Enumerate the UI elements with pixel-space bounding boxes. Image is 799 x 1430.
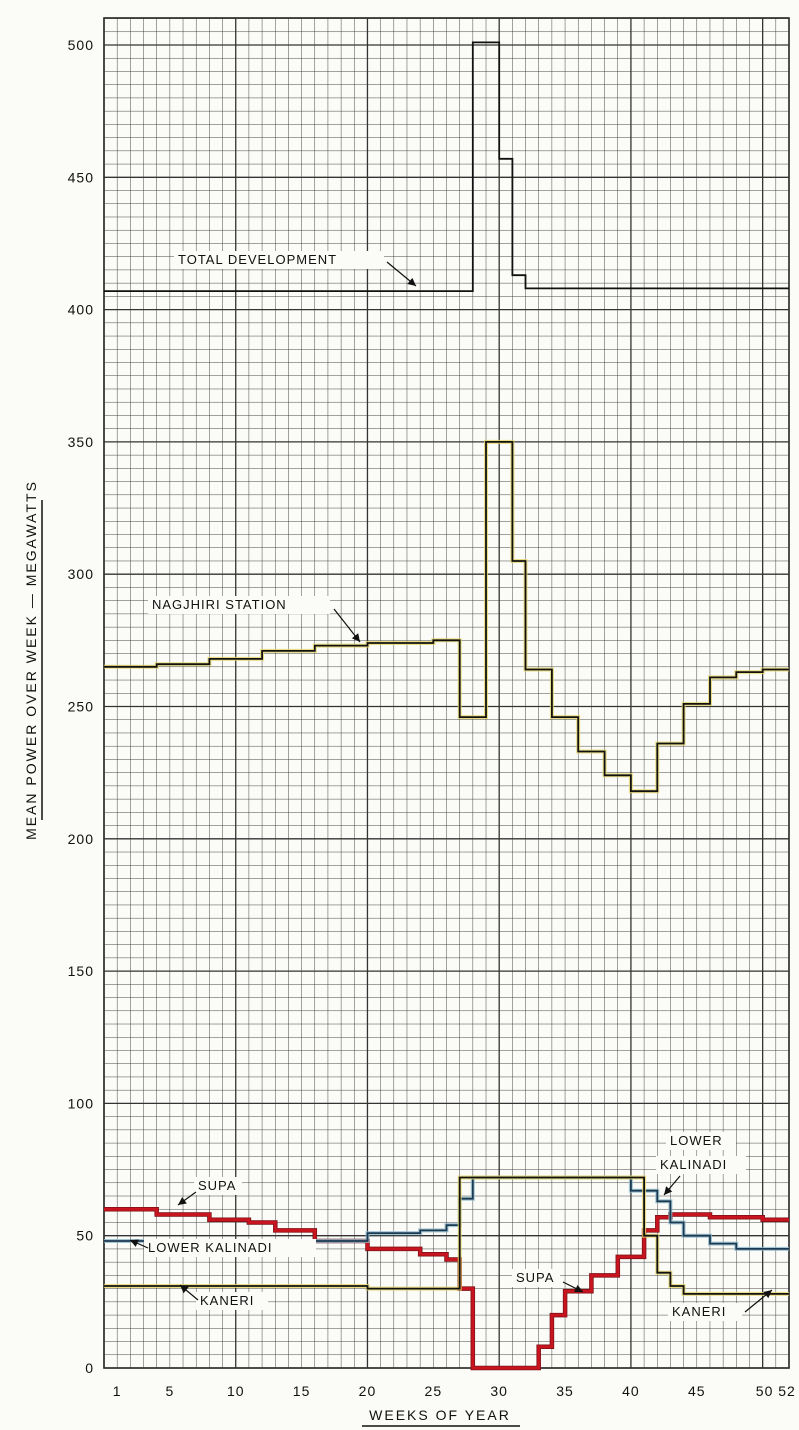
y-tick-label: 0 [85,1360,94,1376]
x-tick-label: 50 52 [756,1383,796,1399]
y-tick-label: 50 [76,1228,94,1244]
annotation-arrowhead [664,1186,673,1195]
annotation-bg [196,1292,268,1310]
annotation-label: NAGJHIRI STATION [152,597,287,612]
y-tick-label: 450 [68,169,94,185]
series-line-lower-kalinadi [104,1176,789,1250]
annotation-label: TOTAL DEVELOPMENT [178,252,337,267]
x-tick-label: 35 [556,1383,574,1399]
annotation-arrowhead [574,1284,583,1292]
y-tick-label: 200 [68,831,94,847]
annotation-bg [174,251,384,269]
annotation-bg [668,1303,742,1321]
annotation-label: SUPA [198,1178,236,1193]
annotation-bg [144,1239,316,1257]
annotation-arrowhead [180,1285,189,1294]
annotation-label: KANERI [200,1293,254,1308]
x-tick-label: 1 [113,1383,122,1399]
x-axis-title: WEEKS OF YEAR [369,1407,511,1423]
x-tick-label: 20 [359,1383,377,1399]
annotation-arrowhead [407,277,416,286]
y-tick-label: 150 [68,963,94,979]
series-line-total-development [104,41,789,292]
annotation-arrowhead [130,1239,139,1247]
grid [103,17,790,1369]
annotation-bg [148,596,330,614]
y-tick-label: 250 [68,699,94,715]
x-tick-label: 15 [293,1383,311,1399]
x-tick-label: 45 [688,1383,706,1399]
annotation-label: LOWER KALINADI [148,1240,273,1255]
annotations: TOTAL DEVELOPMENT NAGJHIRI STATION SUPA LOW… [129,251,773,1321]
x-tick-label: 10 [227,1383,245,1399]
annotation-label: SUPA [516,1270,554,1285]
series-line-supa [104,1207,789,1370]
y-tick-label: 350 [68,434,94,450]
annotation-arrowhead [763,1290,772,1299]
annotation-bg [194,1177,242,1195]
annotation-label: KALINADI [660,1157,727,1172]
y-tick-label: 100 [68,1095,94,1111]
x-tick-label: 40 [622,1383,640,1399]
y-tick-label: 500 [68,37,94,53]
y-tick-label: 400 [68,302,94,318]
x-tick-label: 30 [490,1383,508,1399]
series-lines [104,41,789,1371]
annotation-arrowhead [351,633,360,642]
series-line-kaneri [104,1176,789,1295]
y-axis-title: MEAN POWER OVER WEEK — MEGAWATTS [23,480,39,840]
annotation-bg [666,1132,736,1150]
series-line-nagjhiri-station [104,441,789,793]
annotation-label: LOWER [670,1133,723,1148]
y-tick-label: 300 [68,566,94,582]
annotation-label: KANERI [672,1304,726,1319]
annotation-bg [512,1269,560,1287]
annotation-bg [656,1156,746,1174]
annotation-arrowhead [178,1197,187,1205]
x-tick-label: 25 [425,1383,443,1399]
x-tick-label: 5 [165,1383,174,1399]
